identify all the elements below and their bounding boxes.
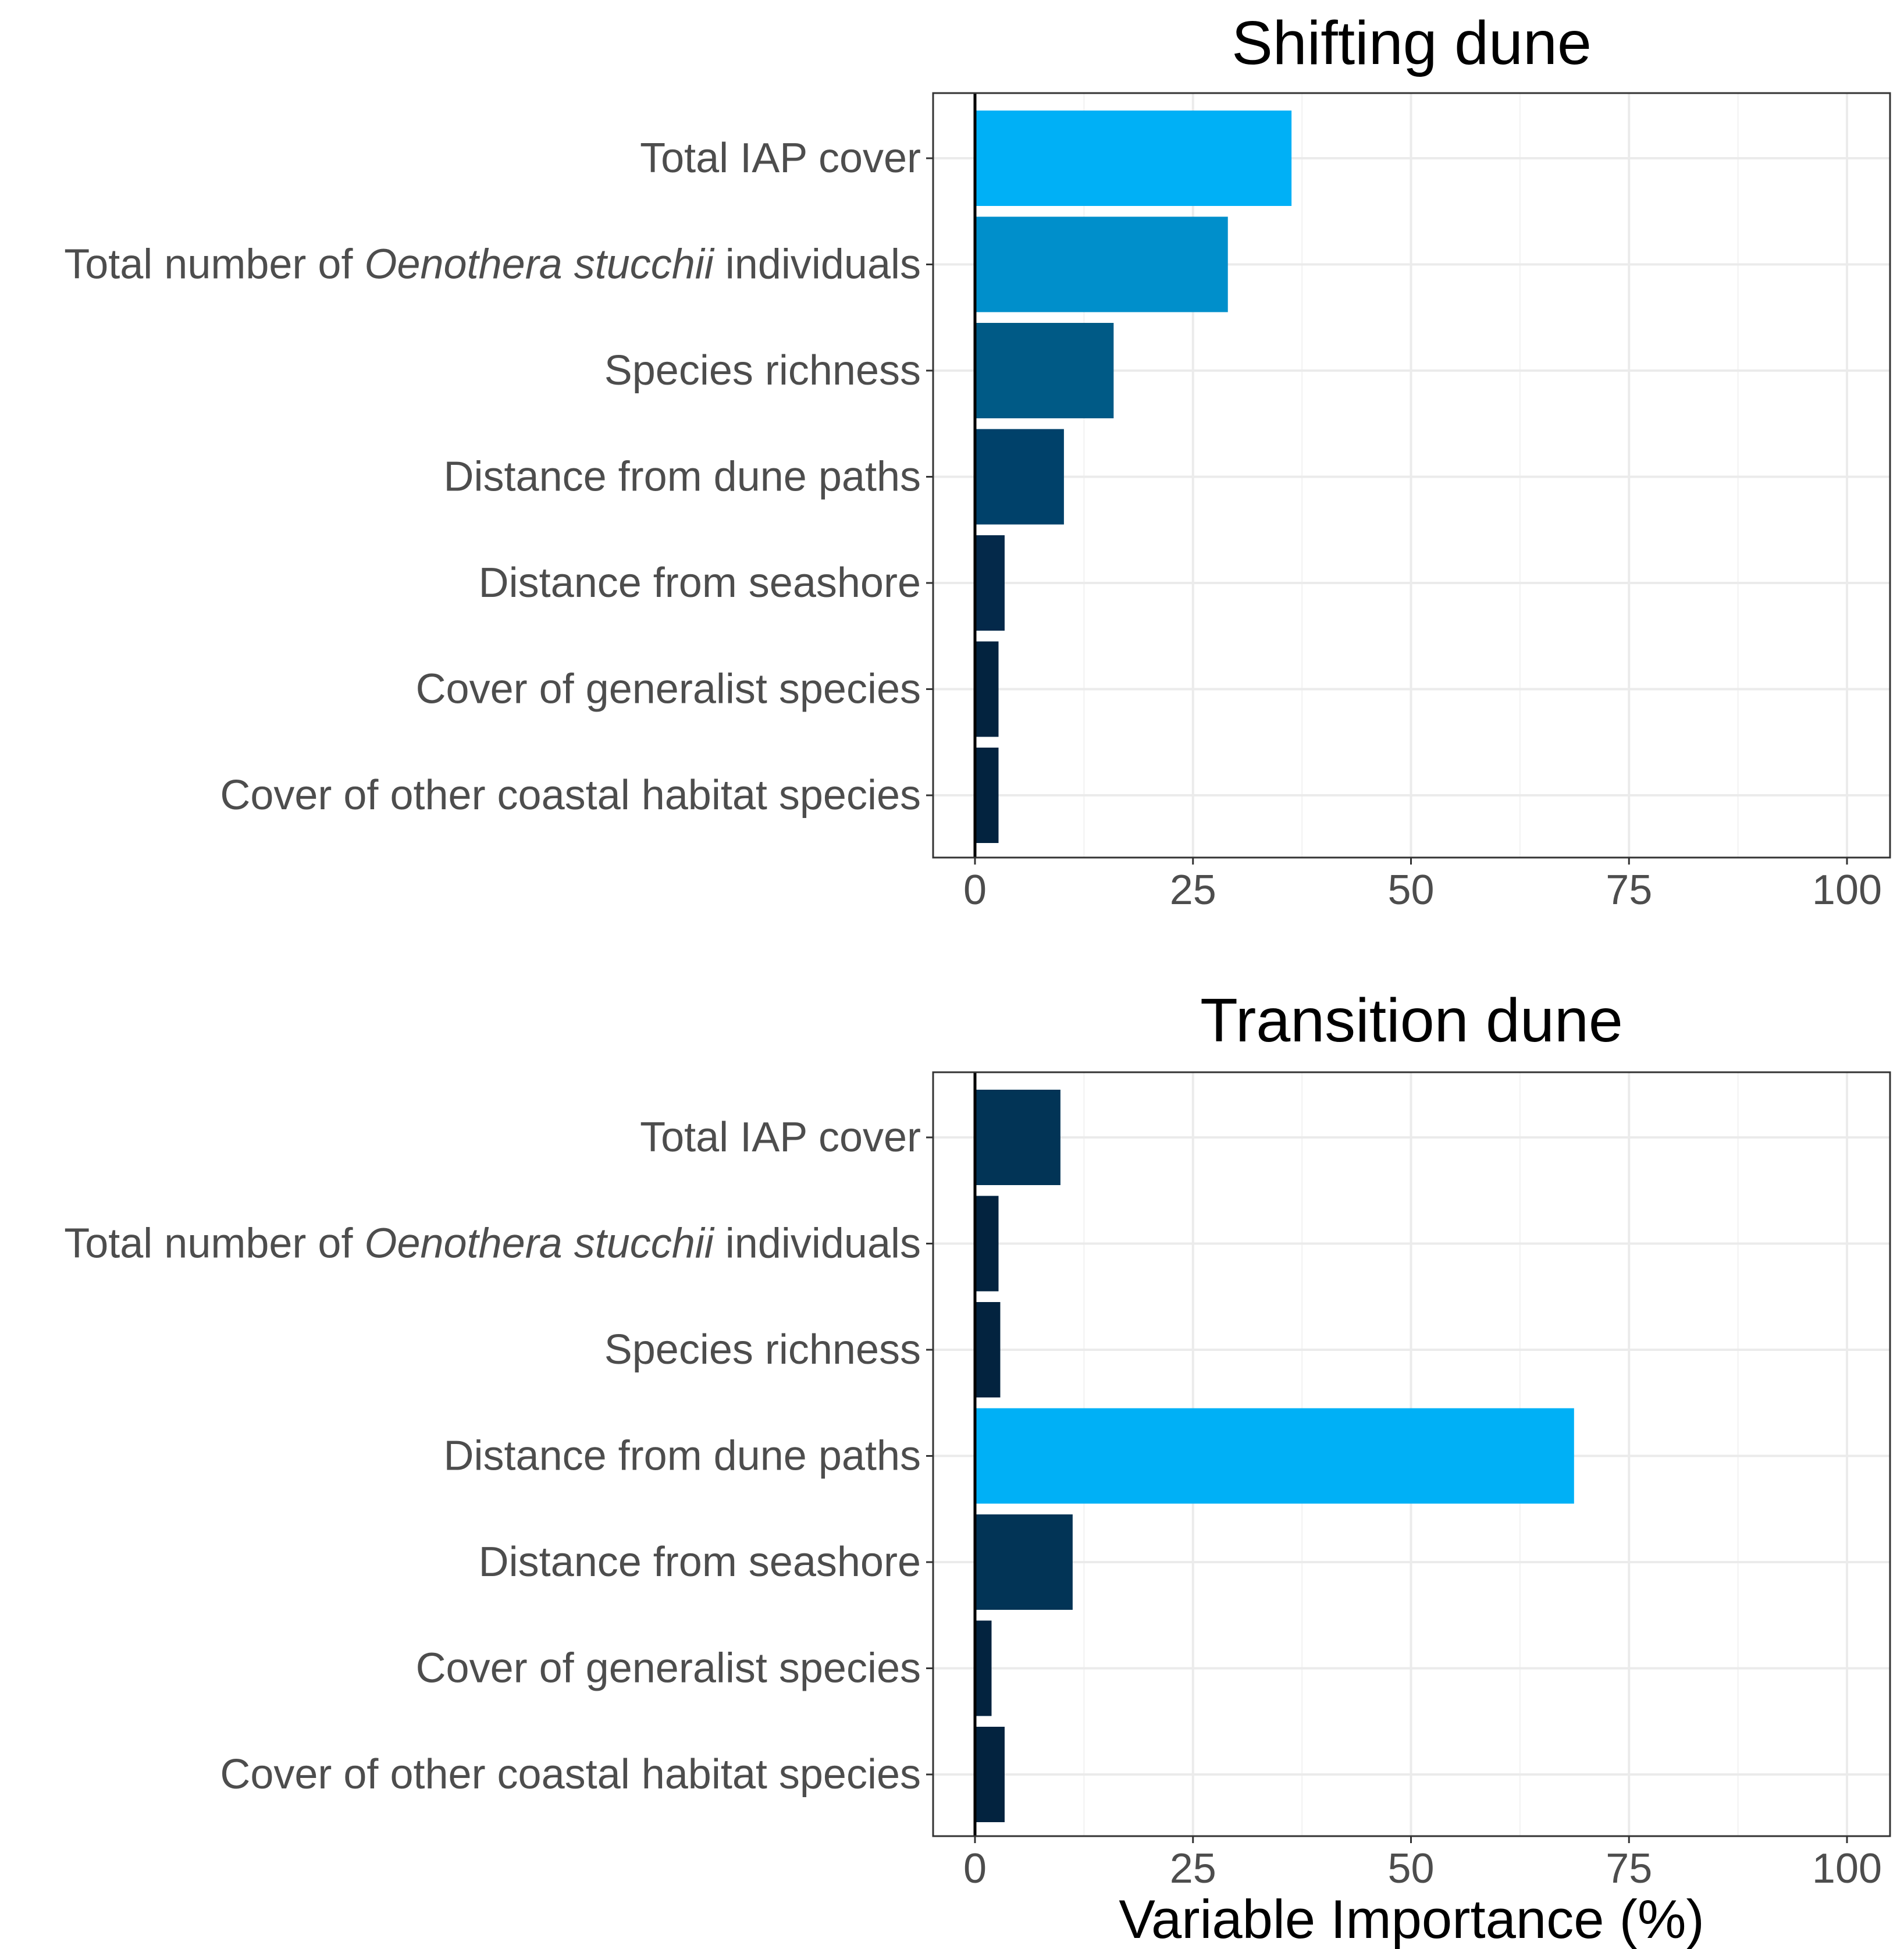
y-tick-label: Species richness — [604, 1326, 921, 1373]
x-axis-title: Variable Importance (%) — [1119, 1888, 1704, 1949]
x-tick-label: 50 — [1387, 1845, 1434, 1892]
bar — [975, 1408, 1574, 1504]
x-tick-label: 100 — [1812, 1845, 1882, 1892]
x-tick-label: 25 — [1170, 1845, 1216, 1892]
y-tick-label: Distance from dune paths — [444, 1433, 921, 1479]
bar — [975, 1727, 1005, 1822]
y-tick-label: Cover of other coastal habitat species — [220, 1751, 921, 1798]
y-tick-label: Distance from dune paths — [444, 454, 921, 500]
bar — [975, 429, 1064, 525]
x-tick-label: 50 — [1387, 867, 1434, 913]
y-tick-label: Distance from seashore — [479, 1539, 921, 1585]
bar — [975, 1090, 1060, 1185]
bar — [975, 748, 999, 843]
bar — [975, 1514, 1073, 1610]
chart-title: Shifting dune — [1232, 9, 1592, 77]
x-tick-label: 100 — [1812, 867, 1882, 913]
x-tick-label: 0 — [963, 1845, 987, 1892]
y-tick-label: Cover of generalist species — [416, 666, 921, 713]
y-tick-label: Total number of Oenothera stucchii indiv… — [64, 1221, 921, 1267]
y-tick-label: Total IAP cover — [640, 1114, 921, 1161]
y-tick-label: Cover of generalist species — [416, 1645, 921, 1692]
bar — [975, 111, 1292, 206]
chart-title: Transition dune — [1200, 986, 1623, 1055]
y-tick-label: Total IAP cover — [640, 135, 921, 182]
x-tick-label: 75 — [1606, 867, 1652, 913]
y-tick-label: Cover of other coastal habitat species — [220, 772, 921, 819]
y-tick-label: Total number of Oenothera stucchii indiv… — [64, 241, 921, 288]
bar — [975, 1196, 999, 1292]
x-tick-label: 25 — [1170, 867, 1216, 913]
chart-panel-2: Transition dune Total IAP cover Total numb… — [64, 986, 1891, 1949]
chart-panel-1: Shifting dune Total IAP cover Total number… — [64, 9, 1891, 913]
bar — [975, 1620, 992, 1716]
y-tick-label: Species richness — [604, 347, 921, 394]
bar — [975, 216, 1228, 312]
bar — [975, 641, 999, 737]
bar — [975, 323, 1114, 418]
bar — [975, 535, 1005, 631]
bar — [975, 1302, 1001, 1397]
x-tick-label: 0 — [963, 867, 987, 913]
y-tick-label: Distance from seashore — [479, 560, 921, 606]
x-tick-label: 75 — [1606, 1845, 1652, 1892]
